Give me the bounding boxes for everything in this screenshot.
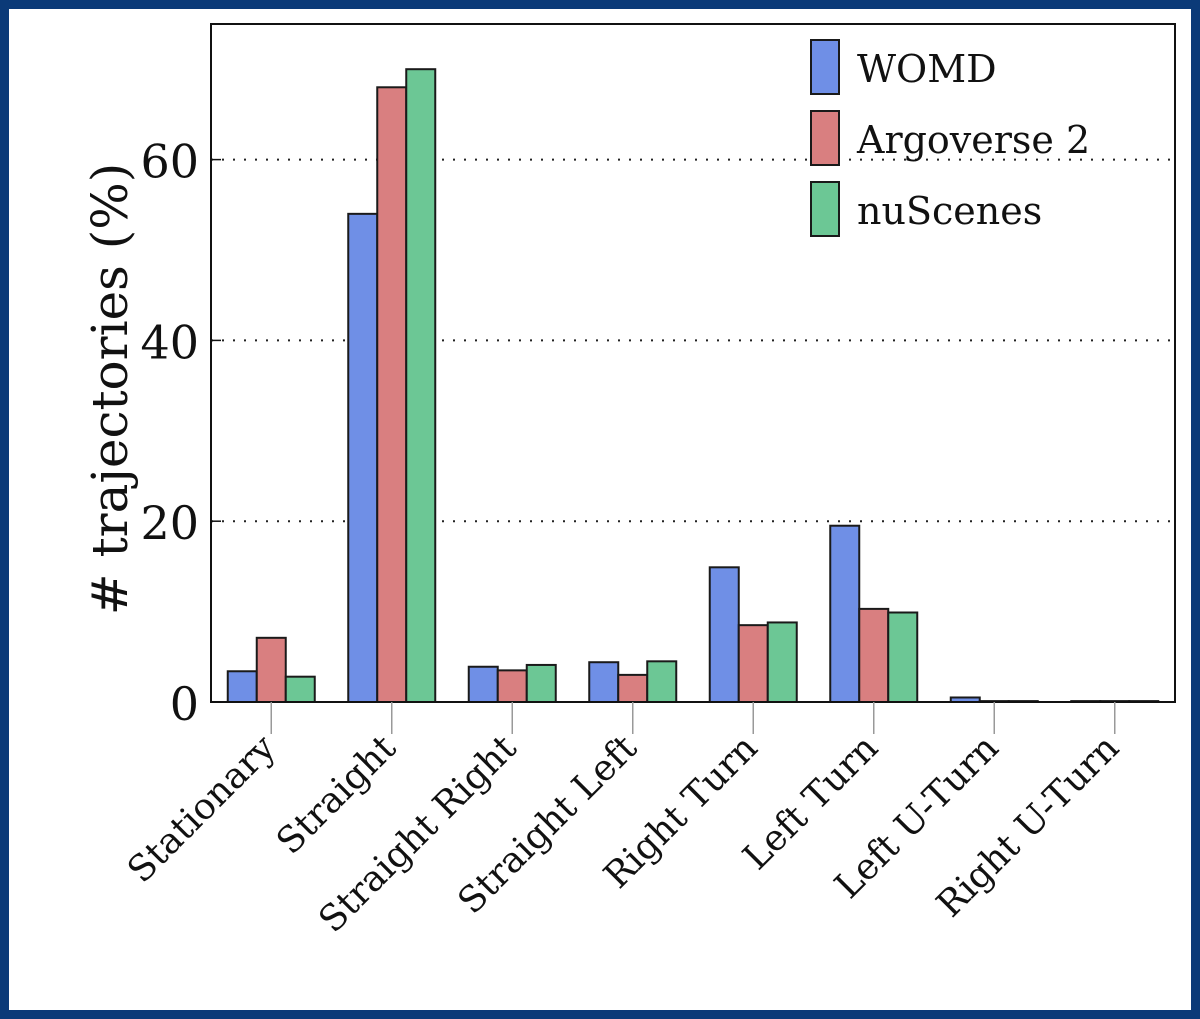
- bar-nuscenes-right-turn: [766, 621, 798, 703]
- x-tick-label-stationary: Stationary: [120, 727, 284, 891]
- plot-border: [210, 23, 1176, 703]
- legend-label-nuscenes: nuScenes: [857, 189, 1042, 233]
- legend-swatch-argoverse-2: [810, 110, 840, 166]
- bar-womd-right-turn: [708, 566, 740, 704]
- bar-nuscenes-straight: [405, 68, 437, 703]
- bar-argoverse-2-straight-right: [496, 669, 528, 703]
- y-tick-label-20: 20: [140, 496, 199, 550]
- bar-argoverse-2-straight: [376, 86, 408, 703]
- bar-womd-left-turn: [829, 524, 861, 703]
- y-tick-label-40: 40: [140, 315, 199, 369]
- bar-womd-straight-right: [467, 665, 499, 704]
- legend-swatch-womd: [810, 39, 840, 95]
- legend-label-womd: WOMD: [857, 47, 997, 91]
- bar-nuscenes-stationary: [284, 675, 316, 703]
- bars: [226, 68, 1160, 704]
- y-axis-label: # trajectories (%): [81, 163, 139, 615]
- bar-womd-stationary: [226, 670, 258, 703]
- bar-womd-straight-left: [588, 661, 620, 703]
- legend: WOMD Argoverse 2 nuScenes: [810, 39, 1090, 237]
- bar-nuscenes-straight-left: [646, 660, 678, 704]
- bar-nuscenes-straight-right: [525, 663, 557, 703]
- bar-argoverse-2-left-turn: [858, 607, 890, 703]
- bar-womd-straight: [347, 212, 379, 703]
- y-tick-label-0: 0: [170, 677, 199, 731]
- bar-argoverse-2-stationary: [255, 636, 287, 703]
- legend-swatch-nuscenes: [810, 181, 840, 237]
- bar-argoverse-2-right-turn: [737, 624, 769, 703]
- y-axis: 0 20 40 60: [140, 135, 221, 731]
- chart-frame: 0 20 40 60 Stationary Straight Straight Right…: [9, 9, 1191, 1010]
- bar-argoverse-2-straight-left: [617, 673, 649, 704]
- legend-label-argoverse-2: Argoverse 2: [856, 118, 1090, 162]
- y-tick-label-60: 60: [140, 135, 199, 189]
- grid-lines: [211, 158, 1175, 523]
- bar-nuscenes-left-turn: [887, 611, 919, 704]
